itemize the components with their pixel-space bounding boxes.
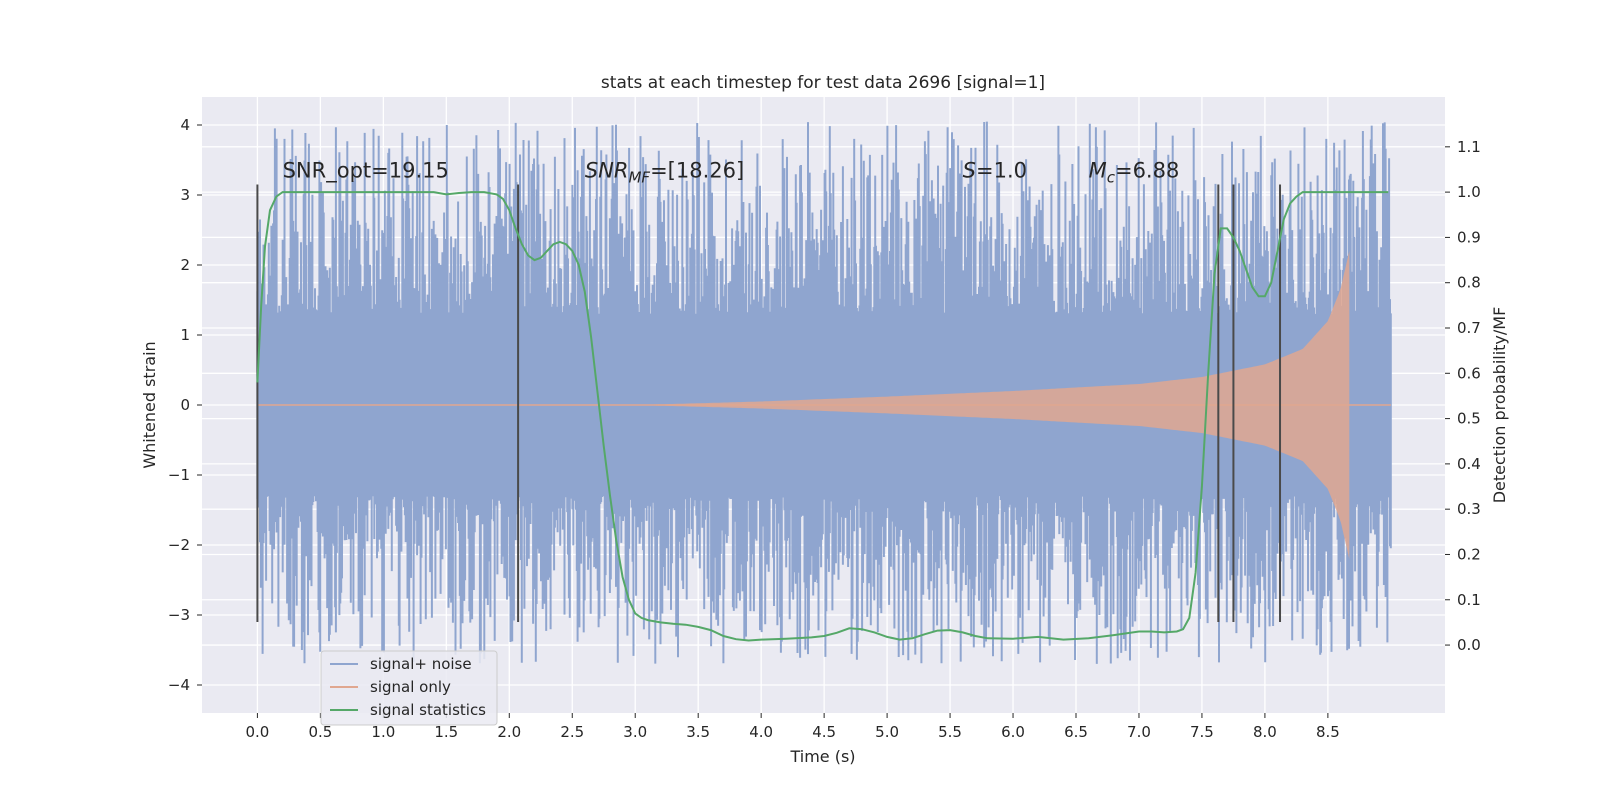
x-tick-label: 0.0 — [245, 723, 269, 741]
annotation-symbol: S — [963, 159, 976, 183]
legend-label-signal-only: signal only — [370, 678, 451, 696]
y-axis-right-label: Detection probability/MF — [1490, 307, 1509, 504]
series-signal-statistics — [256, 191, 1389, 642]
x-tick-label: 8.0 — [1253, 723, 1277, 741]
x-tick-label: 7.0 — [1127, 723, 1151, 741]
y-tick-label: 1 — [180, 326, 190, 344]
y-right-tick-label: 1.1 — [1457, 138, 1481, 156]
y-tick-label: −4 — [168, 676, 190, 694]
annotation: Mc=6.88 — [1089, 159, 1180, 187]
y-tick-label: −3 — [168, 606, 190, 624]
annotation-value: =6.88 — [1115, 159, 1179, 183]
x-tick-label: 5.0 — [875, 723, 899, 741]
legend-label-signal-noise: signal+ noise — [370, 655, 472, 673]
x-tick-label: 6.5 — [1064, 723, 1088, 741]
annotation-value: =1.0 — [976, 159, 1027, 183]
legend: signal+ noise signal only signal statist… — [320, 650, 498, 726]
y-right-tick-label: 0.2 — [1457, 545, 1481, 563]
y-tick-label: 0 — [180, 396, 190, 414]
x-tick-label: 4.5 — [812, 723, 836, 741]
series-layer — [256, 121, 1392, 664]
annotation: SNR_opt=19.15 — [283, 159, 449, 184]
x-tick-label: 2.5 — [560, 723, 584, 741]
x-tick-label: 3.0 — [623, 723, 647, 741]
annotation-subscript: c — [1107, 169, 1116, 187]
x-tick-label: 1.0 — [371, 723, 395, 741]
x-tick-label: 8.5 — [1316, 723, 1340, 741]
x-tick-label: 5.5 — [938, 723, 962, 741]
y-tick-label: −1 — [168, 466, 190, 484]
y-right-tick-label: 0.0 — [1457, 636, 1481, 654]
y-right-tick-label: 0.4 — [1457, 455, 1481, 473]
y-tick-label: 3 — [180, 186, 190, 204]
y-axis-label: Whitened strain — [140, 341, 159, 468]
y-right-tick-label: 1.0 — [1457, 183, 1481, 201]
x-axis-label: Time (s) — [789, 747, 855, 766]
legend-label-signal-statistics: signal statistics — [370, 701, 486, 719]
annotation-symbol: M — [1089, 159, 1107, 183]
y-right-tick-label: 0.8 — [1457, 274, 1481, 292]
y-tick-label: 4 — [180, 116, 190, 134]
y-axis-ticks: 4 3 2 1 0 −1 −2 −3 −4 — [168, 116, 202, 694]
x-tick-label: 3.5 — [686, 723, 710, 741]
y-right-tick-label: 0.3 — [1457, 500, 1481, 518]
x-tick-label: 0.5 — [308, 723, 332, 741]
y-tick-label: −2 — [168, 536, 190, 554]
x-tick-label: 7.5 — [1190, 723, 1214, 741]
annotations: SNR_opt=19.15 SNRMF=[18.26] S=1.0 Mc=6.88 — [283, 159, 1180, 187]
chart-title: stats at each timestep for test data 269… — [601, 73, 1045, 93]
y-tick-label: 2 — [180, 256, 190, 274]
x-tick-label: 4.0 — [749, 723, 773, 741]
y-right-tick-label: 0.9 — [1457, 228, 1481, 246]
annotation-subscript: MF — [628, 169, 650, 187]
y-axis-right-ticks: 1.1 1.0 0.9 0.8 0.7 0.6 0.5 0.4 0.3 0.2 0.1 0.0 — [1445, 138, 1481, 654]
x-tick-label: 6.0 — [1001, 723, 1025, 741]
legend-box — [320, 650, 498, 726]
vlines — [256, 184, 1282, 622]
x-tick-label: 2.0 — [497, 723, 521, 741]
y-right-tick-label: 0.1 — [1457, 591, 1481, 609]
annotation: SNRMF=[18.26] — [585, 159, 744, 187]
y-right-tick-label: 0.6 — [1457, 364, 1481, 382]
annotation-symbol: SNR — [585, 159, 629, 183]
y-right-tick-label: 0.7 — [1457, 319, 1481, 337]
y-right-tick-label: 0.5 — [1457, 410, 1481, 428]
annotation-value: =[18.26] — [650, 159, 744, 183]
x-axis-ticks: 0.0 0.5 1.0 1.5 2.0 2.5 3.0 3.5 4.0 4.5 5.0 5.5 6.0 6… — [245, 713, 1340, 741]
annotation: S=1.0 — [963, 159, 1027, 183]
x-tick-label: 1.5 — [434, 723, 458, 741]
